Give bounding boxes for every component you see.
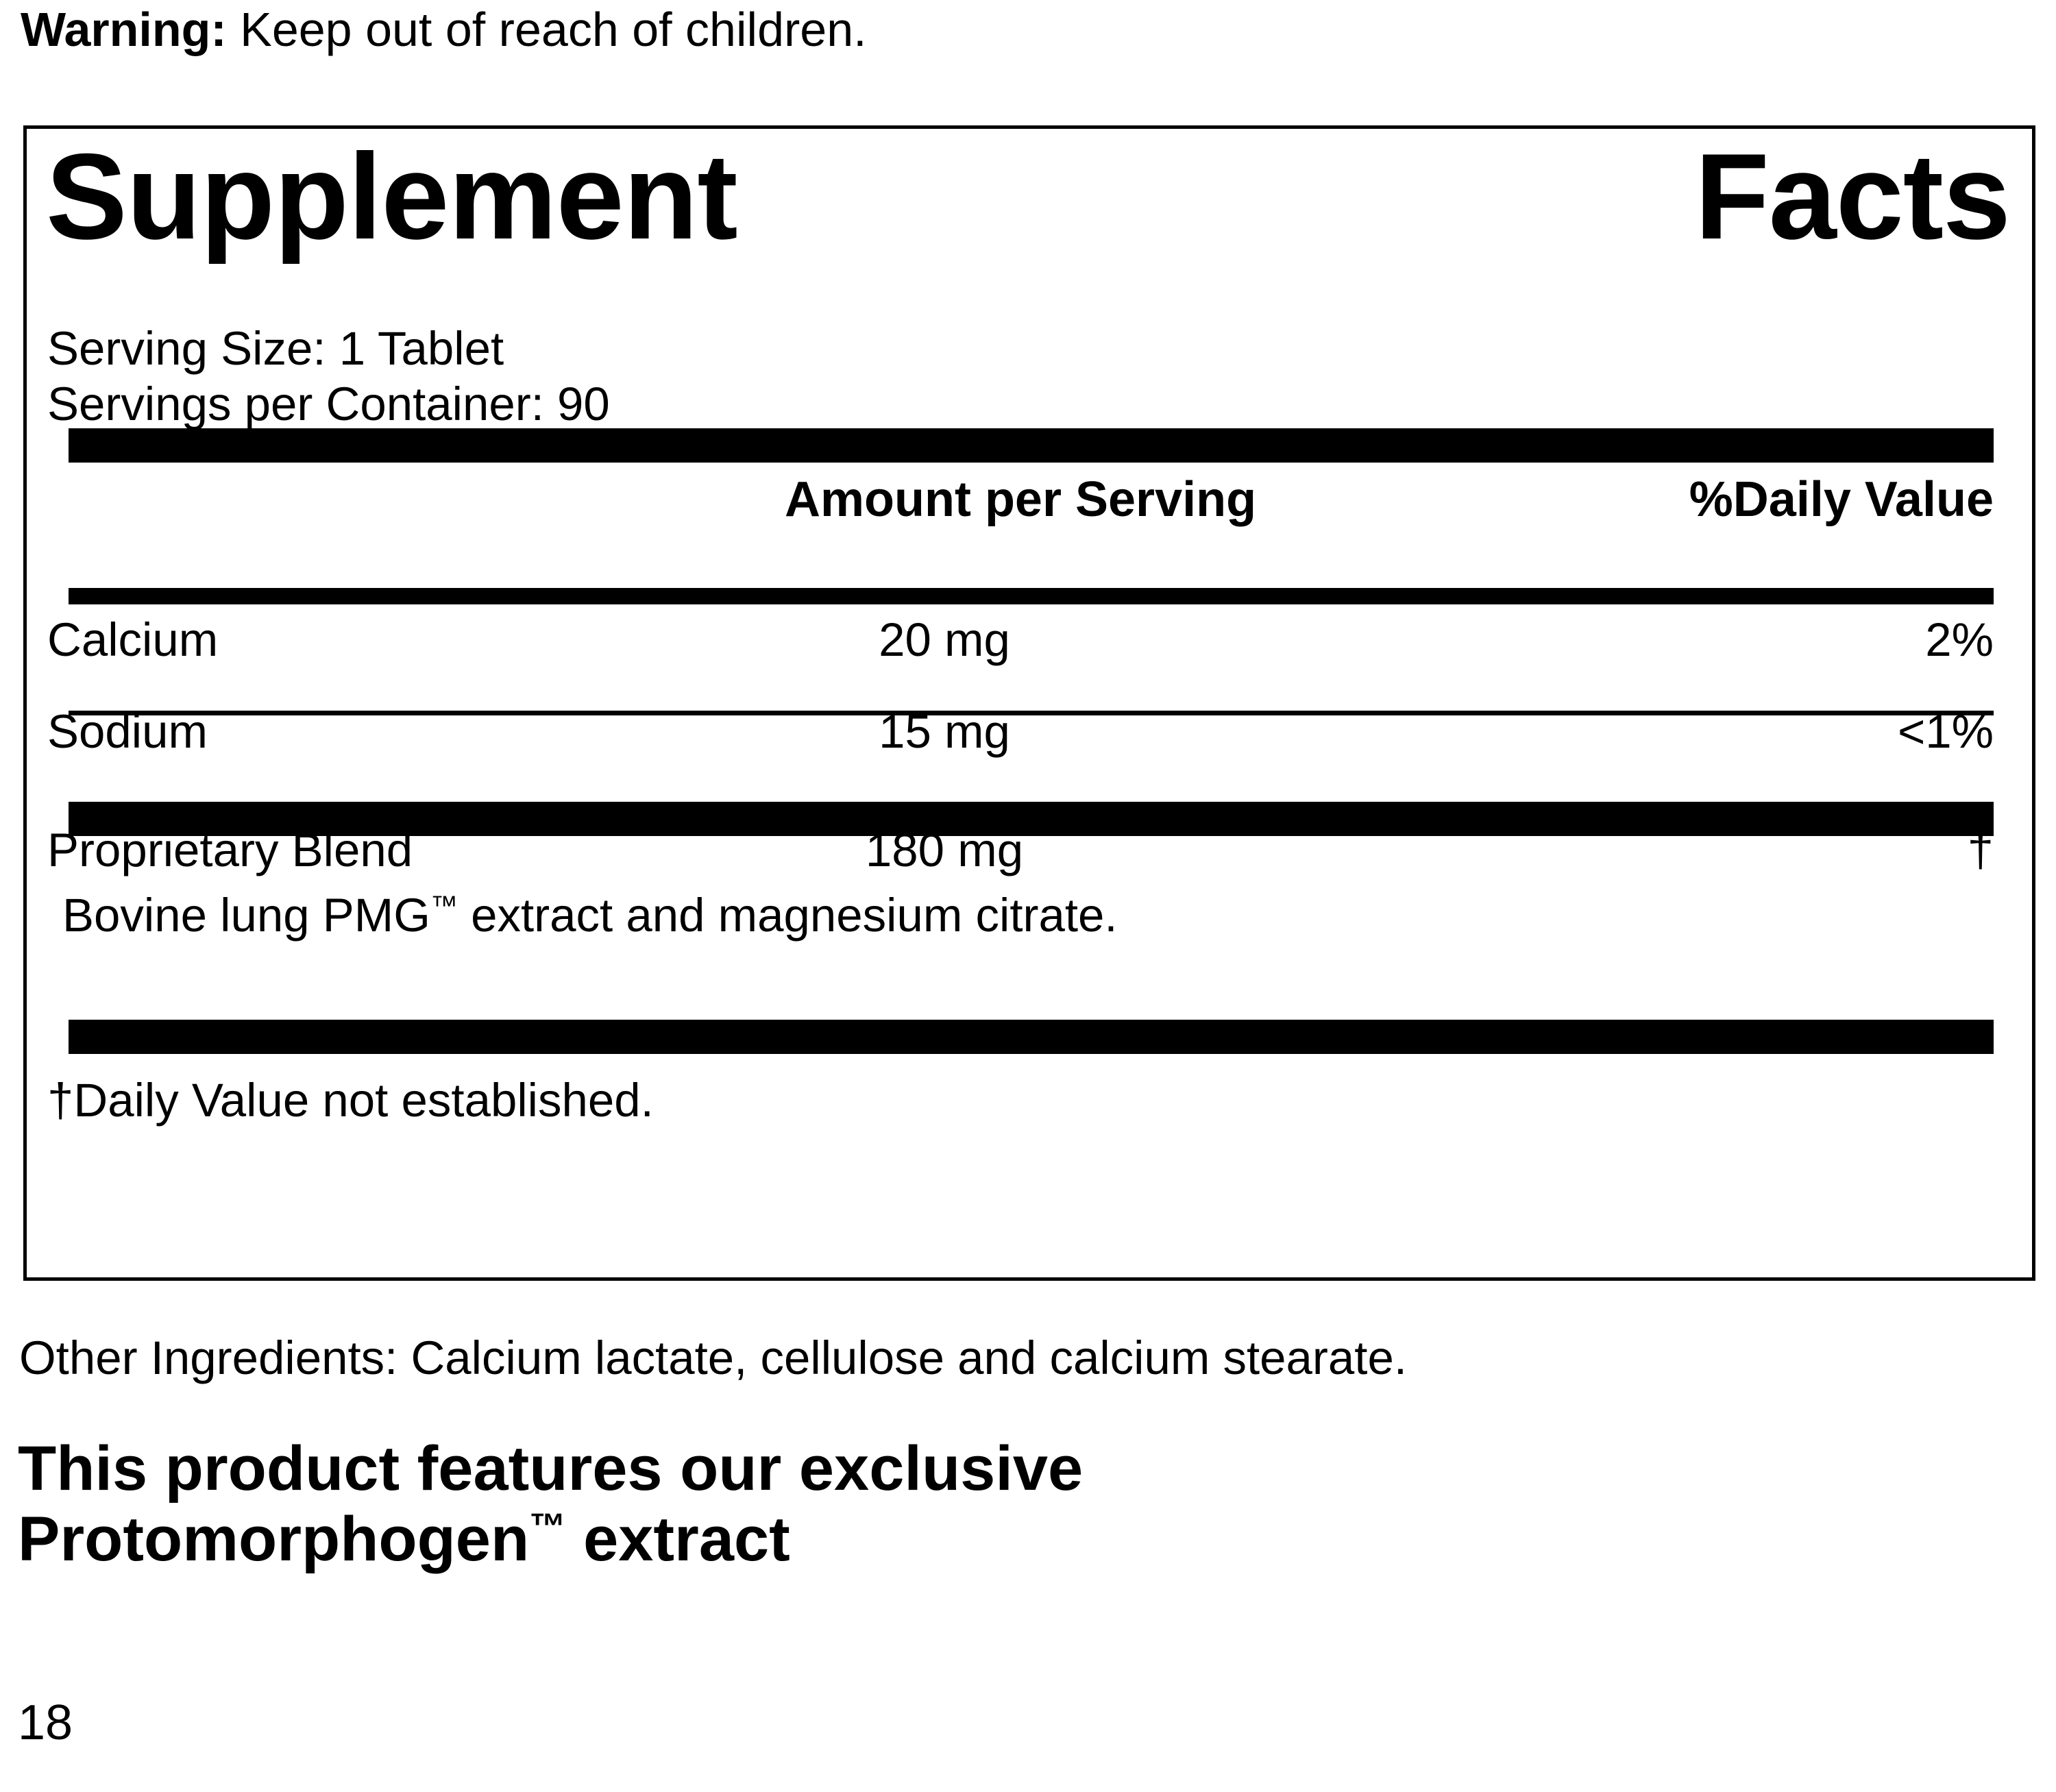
feature-statement: This product features our exclusive Prot… <box>18 1434 1800 1575</box>
serving-info: Serving Size: 1 Tablet Servings per Cont… <box>47 321 610 432</box>
rule-below-header <box>69 588 1994 604</box>
nutrient-name: Sodium <box>47 705 208 758</box>
nutrient-amount: 20 mg <box>879 613 1010 666</box>
nutrient-name: Proprietary Blend <box>47 824 413 876</box>
blend-description-pre: Bovine lung PMG <box>62 889 430 942</box>
nutrient-daily-value: <1% <box>1897 705 1994 758</box>
header-amount-per-serving: Amount per Serving <box>785 472 1257 527</box>
blend-description: Bovine lung PMG™ extract and magnesium c… <box>62 888 1118 942</box>
feature-statement-line-1: This product features our exclusive <box>18 1434 1084 1503</box>
other-ingredients: Other Ingredients: Calcium lactate, cell… <box>19 1331 1407 1384</box>
nutrient-amount: 15 mg <box>879 705 1010 758</box>
header-daily-value: %Daily Value <box>1689 472 1994 527</box>
rule-below-sodium <box>69 802 1994 836</box>
daily-value-footnote: †Daily Value not established. <box>47 1074 654 1127</box>
supplement-facts-panel: Supplement Facts Serving Size: 1 Tablet … <box>23 125 2035 1281</box>
panel-inner: Supplement Facts Serving Size: 1 Tablet … <box>46 129 2013 1277</box>
panel-title-word-facts: Facts <box>1695 128 2011 265</box>
nutrient-daily-value: † <box>1967 824 1994 876</box>
servings-per-container-line: Servings per Container: 90 <box>47 378 610 431</box>
nutrient-name: Calcium <box>47 613 219 666</box>
feature-statement-line-2-post: extract <box>565 1504 790 1575</box>
nutrient-daily-value: 2% <box>1925 613 1994 666</box>
trademark-icon: ™ <box>430 891 458 921</box>
rule-below-blend <box>69 1020 1994 1054</box>
panel-title: Supplement Facts <box>46 136 2013 258</box>
serving-size-line: Serving Size: 1 Tablet <box>47 322 504 375</box>
trademark-icon: ™ <box>529 1506 566 1547</box>
rule-below-calcium <box>69 711 1994 715</box>
rule-above-header <box>69 428 1994 463</box>
warning-line: Warning: Keep out of reach of children. <box>21 5 867 53</box>
panel-title-word-supplement: Supplement <box>46 128 738 265</box>
blend-description-post: extract and magnesium citrate. <box>457 889 1118 942</box>
nutrient-amount: 180 mg <box>865 824 1024 876</box>
feature-statement-line-2-pre: Protomorphogen <box>18 1504 530 1575</box>
warning-text: Keep out of reach of children. <box>226 3 867 56</box>
feature-statement-line-2: Protomorphogen™ extract <box>18 1504 1800 1575</box>
page-number: 18 <box>18 1695 73 1750</box>
warning-label: Warning: <box>21 3 227 56</box>
